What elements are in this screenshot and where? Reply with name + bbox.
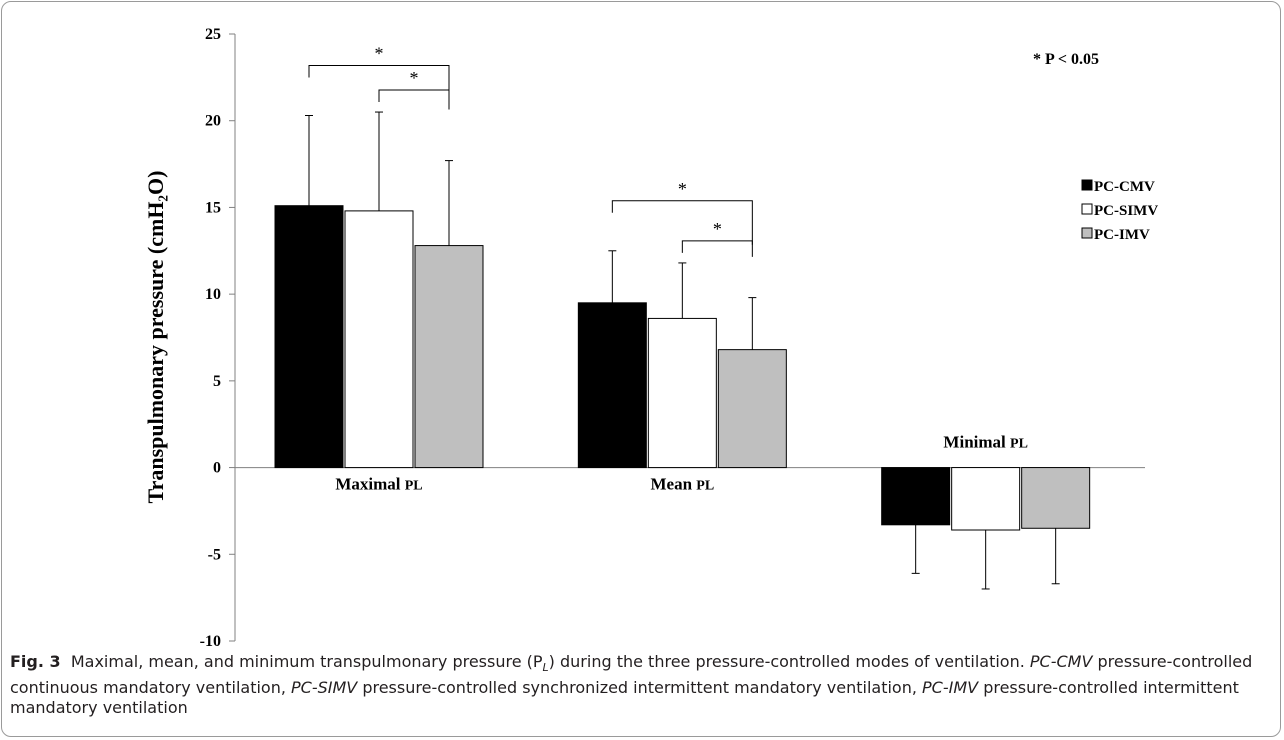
significance-star: * [410, 68, 419, 88]
figure-caption: Fig. 3 Maximal, mean, and minimum transp… [10, 652, 1272, 718]
category-label-sub: PL [696, 479, 714, 494]
significance-bracket [308, 65, 450, 110]
category-label-main: Maximal [335, 475, 404, 494]
y-tick-label: 0 [213, 460, 221, 477]
bar-pc-cmv-0 [274, 205, 344, 469]
significance-star: * [713, 219, 722, 239]
category-label: Maximal PL [335, 475, 422, 494]
caption-fig-label: Fig. 3 [10, 652, 61, 671]
y-axis-label: Transpulmonary pressure (cmH₂O) [143, 171, 168, 504]
bar-pc-cmv-2 [881, 467, 951, 526]
caption-subscript: L [542, 661, 549, 675]
significance-bracket [681, 240, 753, 257]
legend-label-pc-cmv: PC-CMV [1094, 179, 1155, 195]
y-tick-label: 5 [213, 373, 221, 390]
significance-bracket [611, 200, 753, 245]
y-tick-label: -5 [208, 546, 221, 563]
y-tick-label: 25 [205, 26, 221, 43]
category-label: Mean PL [650, 475, 714, 494]
caption-def-1: pressure-controlled continuous mandatory… [10, 652, 1253, 698]
bar-pc-simv-2 [951, 467, 1021, 531]
significance-star: * [375, 44, 384, 64]
bar-pc-imv-0 [414, 245, 484, 469]
caption-abbr-2: PC-SIMV [291, 678, 358, 698]
bar-pc-simv-1 [647, 317, 717, 469]
caption-def-3: pressure-controlled intermittent mandato… [10, 678, 1239, 718]
significance-bracket [378, 89, 450, 107]
significance-star: * [678, 179, 687, 199]
legend-swatch-pc-cmv [1081, 179, 1093, 191]
category-label-main: Minimal [943, 433, 1010, 452]
legend: PC-CMV PC-SIMV PC-IMV [1081, 179, 1158, 243]
p-value-annotation: * P < 0.05 [1033, 51, 1099, 68]
category-label-sub: PL [1010, 437, 1028, 452]
caption-abbr-3: PC-IMV [922, 678, 979, 698]
y-tick-label: -10 [200, 633, 221, 650]
significance-brackets: * * * * [308, 44, 753, 257]
legend-label-pc-simv: PC-SIMV [1094, 203, 1158, 219]
legend-swatch-pc-simv [1081, 203, 1093, 215]
legend-swatch-pc-imv [1081, 227, 1093, 239]
category-label-main: Mean [650, 475, 696, 494]
category-label: Minimal PL [943, 433, 1027, 452]
bar-pc-simv-0 [344, 210, 414, 469]
y-tick-label: 10 [205, 286, 221, 303]
bar-pc-imv-2 [1021, 467, 1091, 529]
bar-pc-cmv-1 [577, 302, 647, 469]
y-tick-label: 20 [205, 113, 221, 130]
caption-def-2: pressure-controlled synchronized intermi… [362, 678, 917, 698]
y-tick-label: 15 [205, 199, 221, 216]
bars [274, 111, 1091, 590]
caption-abbr-1: PC-CMV [1029, 652, 1093, 671]
category-label-sub: PL [405, 479, 423, 494]
legend-label-pc-imv: PC-IMV [1094, 227, 1150, 243]
caption-text: Maximal, mean, and minimum transpulmonar… [70, 652, 543, 671]
bar-pc-imv-1 [717, 349, 787, 469]
caption-text-2: ) during the three pressure-controlled m… [548, 652, 1025, 671]
